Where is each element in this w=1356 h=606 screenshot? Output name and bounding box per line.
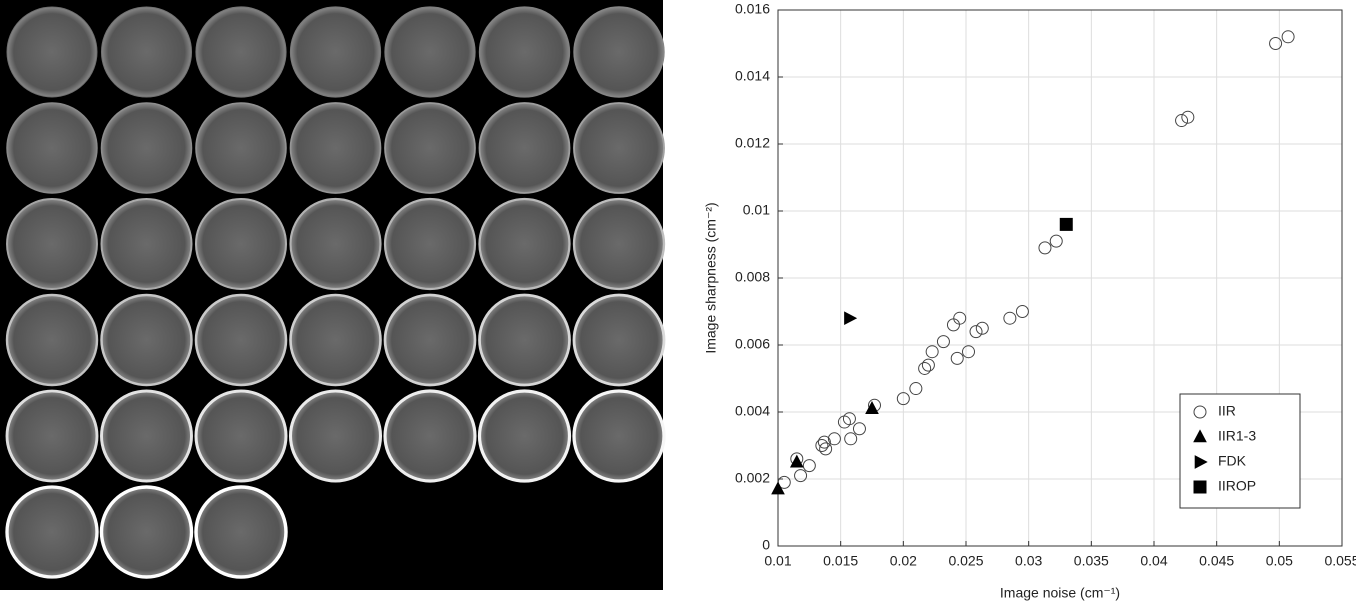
y-tick-label: 0.01 bbox=[743, 202, 770, 218]
y-tick-label: 0.014 bbox=[735, 68, 770, 84]
legend-label: FDK bbox=[1218, 453, 1247, 469]
image-thumbnail bbox=[291, 103, 381, 193]
image-thumbnail bbox=[102, 391, 192, 481]
image-thumbnail bbox=[291, 199, 381, 289]
image-thumbnail bbox=[7, 487, 97, 577]
y-tick-label: 0.012 bbox=[735, 135, 770, 151]
image-thumbnail bbox=[196, 199, 286, 289]
data-point bbox=[1060, 218, 1072, 230]
image-thumbnail bbox=[102, 295, 192, 385]
x-tick-label: 0.045 bbox=[1199, 553, 1234, 569]
image-thumbnail bbox=[385, 7, 475, 97]
image-thumbnail bbox=[7, 391, 97, 481]
image-thumbnail bbox=[480, 199, 570, 289]
image-thumbnail bbox=[7, 7, 97, 97]
x-tick-label: 0.01 bbox=[764, 553, 791, 569]
x-tick-label: 0.025 bbox=[948, 553, 983, 569]
x-axis-label: Image noise (cm⁻¹) bbox=[1000, 585, 1120, 601]
image-thumbnail bbox=[196, 487, 286, 577]
x-tick-label: 0.02 bbox=[890, 553, 917, 569]
legend-label: IIROP bbox=[1218, 478, 1256, 494]
x-tick-label: 0.035 bbox=[1074, 553, 1109, 569]
image-thumbnail bbox=[291, 391, 381, 481]
y-tick-label: 0.002 bbox=[735, 470, 770, 486]
y-tick-label: 0 bbox=[762, 537, 770, 553]
x-tick-label: 0.03 bbox=[1015, 553, 1042, 569]
image-thumbnail bbox=[480, 7, 570, 97]
y-axis-label: Image sharpness (cm⁻²) bbox=[703, 202, 719, 353]
figure: Image noise (cm⁻¹) Image sharpness (cm⁻²… bbox=[0, 0, 1356, 606]
image-thumbnail bbox=[7, 199, 97, 289]
x-tick-label: 0.05 bbox=[1266, 553, 1293, 569]
image-thumbnail bbox=[574, 391, 664, 481]
x-tick-label: 0.015 bbox=[823, 553, 858, 569]
image-thumbnail bbox=[385, 103, 475, 193]
image-thumbnail bbox=[480, 103, 570, 193]
image-thumbnail bbox=[574, 295, 664, 385]
legend-label: IIR bbox=[1218, 403, 1236, 419]
image-thumbnail bbox=[196, 103, 286, 193]
image-thumbnail bbox=[480, 391, 570, 481]
image-thumbnail bbox=[7, 295, 97, 385]
image-thumbnail bbox=[480, 295, 570, 385]
image-thumbnail bbox=[574, 7, 664, 97]
image-thumbnail bbox=[196, 295, 286, 385]
image-thumbnail bbox=[196, 7, 286, 97]
y-tick-label: 0.008 bbox=[735, 269, 770, 285]
image-thumbnail bbox=[102, 103, 192, 193]
image-thumbnail bbox=[385, 295, 475, 385]
y-tick-label: 0.004 bbox=[735, 403, 770, 419]
legend-label: IIR1-3 bbox=[1218, 428, 1256, 444]
image-thumbnail bbox=[102, 7, 192, 97]
image-thumbnail bbox=[7, 103, 97, 193]
image-thumbnail bbox=[385, 391, 475, 481]
x-tick-label: 0.04 bbox=[1140, 553, 1167, 569]
image-thumbnail bbox=[291, 7, 381, 97]
y-tick-label: 0.016 bbox=[735, 1, 770, 17]
image-thumbnail bbox=[196, 391, 286, 481]
image-thumbnail bbox=[574, 199, 664, 289]
x-tick-label: 0.055 bbox=[1324, 553, 1356, 569]
image-thumbnail bbox=[102, 487, 192, 577]
image-thumbnail bbox=[291, 295, 381, 385]
legend-marker bbox=[1194, 481, 1206, 493]
image-thumbnail bbox=[102, 199, 192, 289]
y-tick-label: 0.006 bbox=[735, 336, 770, 352]
image-thumbnail bbox=[385, 199, 475, 289]
image-thumbnail bbox=[574, 103, 664, 193]
